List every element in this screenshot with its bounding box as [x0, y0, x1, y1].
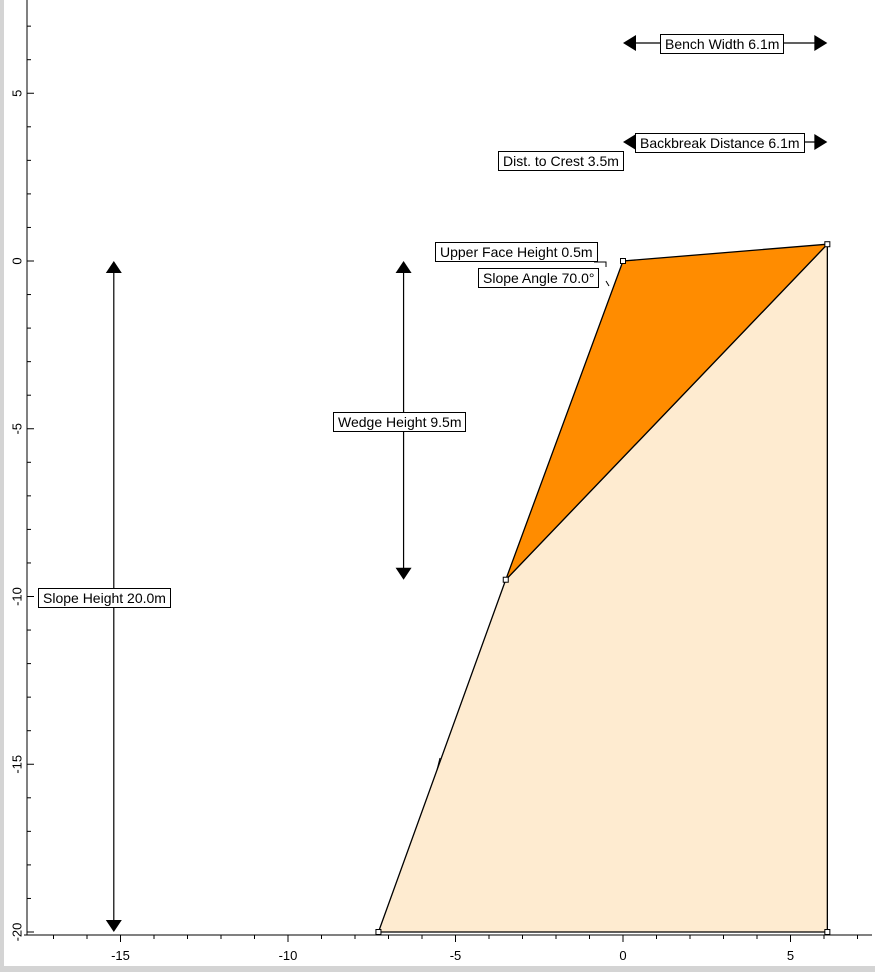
- wedge-height-arrow-arrowhead-top: [395, 261, 412, 273]
- vertex-marker: [824, 929, 831, 935]
- slope-angle-leader: [605, 280, 610, 287]
- backbreak-distance-arrow-arrowhead-left: [623, 134, 636, 150]
- x-tick-label: -10: [279, 948, 298, 963]
- y-tick-label: 0: [9, 257, 24, 264]
- y-tick-label: -15: [9, 755, 24, 774]
- shapes: [377, 242, 830, 933]
- dist-to-crest-label: Dist. to Crest 3.5m: [498, 151, 624, 171]
- backbreak-distance-arrow-arrowhead-right: [814, 134, 828, 150]
- wedge-height-arrow-arrowhead-bottom: [395, 567, 412, 580]
- vertex-marker: [620, 258, 626, 264]
- upper-face-height-label: Upper Face Height 0.5m: [435, 242, 598, 262]
- wedge-region: [505, 243, 830, 581]
- upper-face-leader: [594, 261, 607, 267]
- vertex-marker: [375, 929, 382, 935]
- bench-width-arrow-arrowhead-left: [623, 35, 636, 51]
- slope-height-arrow-arrowhead-top: [105, 261, 122, 273]
- slope-angle-label: Slope Angle 70.0°: [478, 268, 600, 288]
- y-tick-label: -20: [9, 923, 24, 942]
- backbreak-distance-label: Backbreak Distance 6.1m: [635, 133, 805, 153]
- y-tick-label: 5: [9, 90, 24, 97]
- vertex-marker: [824, 241, 831, 248]
- wedge-height-label: Wedge Height 9.5m: [333, 412, 467, 432]
- slope-face-kink: [436, 757, 441, 771]
- x-tick-label: 5: [787, 948, 794, 963]
- x-tick-label: -5: [450, 948, 462, 963]
- y-tick-label: -5: [9, 423, 24, 435]
- vertices: [375, 241, 831, 935]
- bench-width-arrow-arrowhead-right: [814, 35, 828, 51]
- x-tick-label: -15: [111, 948, 130, 963]
- vertex-marker: [502, 576, 509, 583]
- bottom-edge-strip: [0, 966, 875, 972]
- slope-height-arrow-arrowhead-bottom: [105, 920, 122, 932]
- x-tick-label: 0: [619, 948, 626, 963]
- bench-width-label: Bench Width 6.1m: [660, 34, 785, 54]
- axes: -15 -10 -5 0 5 5 0 -5 -10 -15 -20: [9, 0, 872, 963]
- y-tick-label: -10: [9, 587, 24, 606]
- slope-height-label: Slope Height 20.0m: [38, 588, 171, 608]
- left-edge-strip: [0, 0, 4, 972]
